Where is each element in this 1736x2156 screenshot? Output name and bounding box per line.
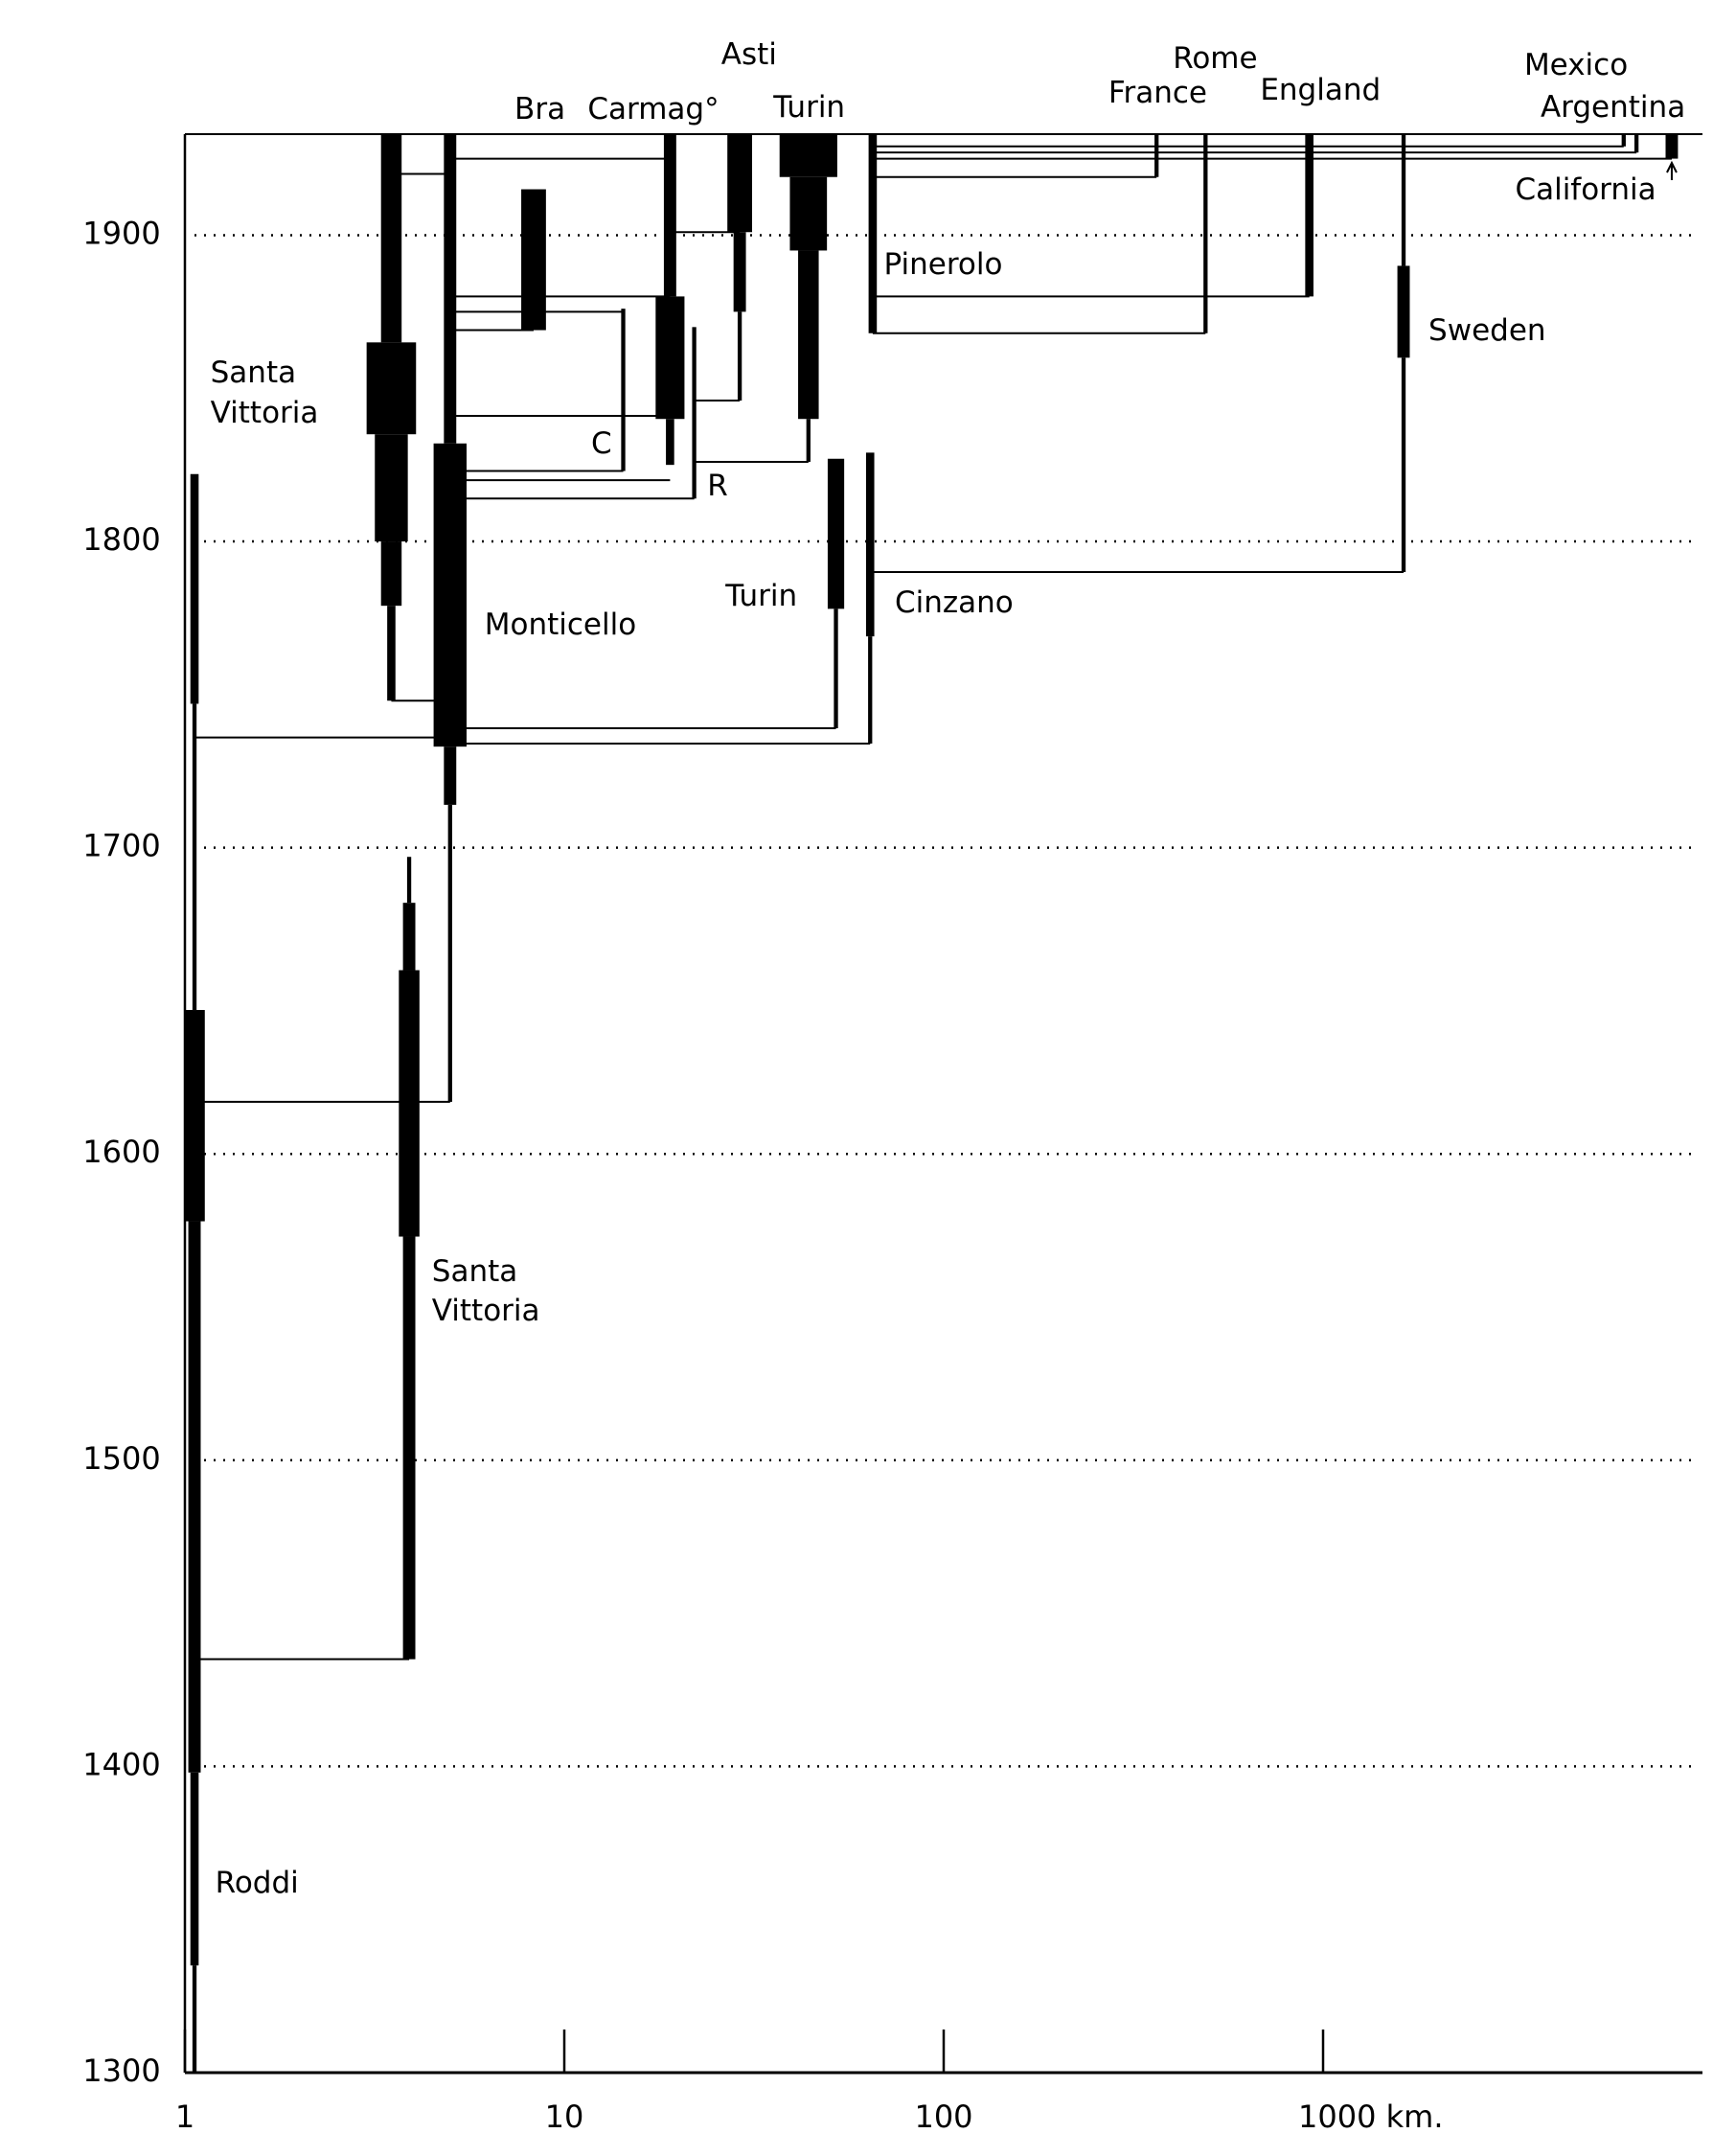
x-tick-label: 10 — [545, 2099, 584, 2135]
lineage-bar — [779, 134, 837, 177]
y-tick-label: 1900 — [82, 215, 160, 251]
lineage-bar — [1401, 134, 1406, 266]
lineage-bar — [1665, 134, 1679, 159]
lineage-bar — [692, 327, 697, 499]
place-label: Carmag° — [587, 92, 720, 127]
lineage-bar — [192, 703, 197, 1011]
lineage-bar — [444, 134, 457, 444]
lineage-bar — [868, 636, 873, 744]
place-label: Cinzano — [894, 585, 1014, 621]
lineage-bar — [663, 134, 676, 297]
lineage-bar — [375, 434, 408, 542]
lineage-bar — [380, 134, 402, 343]
lineage-bar — [406, 857, 412, 904]
lineage-bar — [1401, 357, 1406, 573]
lineage-bar — [402, 1236, 416, 1660]
lineage-bar — [433, 443, 467, 747]
lineage-bar — [737, 311, 742, 401]
place-label: Roddi — [215, 1865, 299, 1900]
place-label: Asti — [720, 36, 777, 72]
lineage-bar — [188, 1221, 201, 1773]
arrow — [1666, 160, 1678, 180]
place-label: Bra — [514, 92, 566, 127]
lineage-bar — [447, 804, 452, 1102]
lineage-bar — [399, 970, 420, 1237]
lineage-bar — [1154, 134, 1159, 177]
lineage-bar — [798, 250, 819, 420]
lineage-bar — [190, 1772, 199, 1966]
x-tick-label: 100 — [914, 2099, 972, 2135]
y-tick-label: 1400 — [82, 1746, 160, 1782]
lineage-bar — [621, 309, 626, 471]
place-label: Santa Vittoria — [431, 1253, 540, 1329]
place-label: France — [1108, 76, 1208, 111]
lineage-bar — [655, 296, 685, 420]
lineage-bar — [402, 903, 416, 971]
place-label: Argentina — [1540, 89, 1686, 125]
lineage-bar — [192, 1965, 197, 2073]
place-label: Turin — [725, 579, 798, 614]
place-label: R — [707, 468, 728, 503]
lineage-bar — [380, 541, 402, 607]
lineage-bar — [827, 458, 845, 609]
lineage-bar — [834, 608, 838, 729]
lineage-bar — [789, 176, 828, 251]
lineage-bar — [387, 606, 396, 701]
y-tick-label: 1300 — [82, 2053, 160, 2089]
lineage-bar — [727, 134, 753, 233]
place-label: Pinerolo — [883, 247, 1003, 282]
lineage-bar — [733, 232, 746, 312]
x-tick-label: 1000 km. — [1298, 2099, 1443, 2135]
place-label: England — [1260, 73, 1382, 108]
y-tick-label: 1700 — [82, 828, 160, 864]
lineage-bar — [521, 189, 546, 331]
lineage-bar — [190, 473, 199, 704]
place-label: California — [1515, 172, 1656, 208]
lineage-bar — [444, 746, 457, 805]
lineage-bar — [366, 342, 417, 435]
place-label: Rome — [1173, 41, 1258, 77]
place-label: Mexico — [1523, 48, 1629, 83]
lineage-bar — [806, 419, 811, 462]
place-label: Sweden — [1428, 313, 1546, 349]
lineage-bar — [184, 1010, 205, 1222]
y-tick-label: 1800 — [82, 521, 160, 558]
lineage-bar — [1397, 265, 1410, 358]
x-tick-label: 1 — [175, 2099, 194, 2135]
lineage-bar — [666, 419, 674, 466]
lineage-bar — [865, 452, 875, 637]
place-label: Turin — [773, 89, 846, 125]
lineage-bar — [1621, 134, 1626, 147]
lineage-bar — [1633, 134, 1639, 153]
lineage-bar — [868, 134, 878, 333]
y-tick-label: 1600 — [82, 1134, 160, 1170]
lineage-bar — [1305, 134, 1313, 297]
lineage-bar — [1203, 134, 1208, 333]
place-label: Santa Vittoria — [210, 356, 319, 431]
y-tick-label: 1500 — [82, 1440, 160, 1477]
place-label: C — [590, 426, 612, 462]
place-label: Monticello — [484, 608, 637, 643]
